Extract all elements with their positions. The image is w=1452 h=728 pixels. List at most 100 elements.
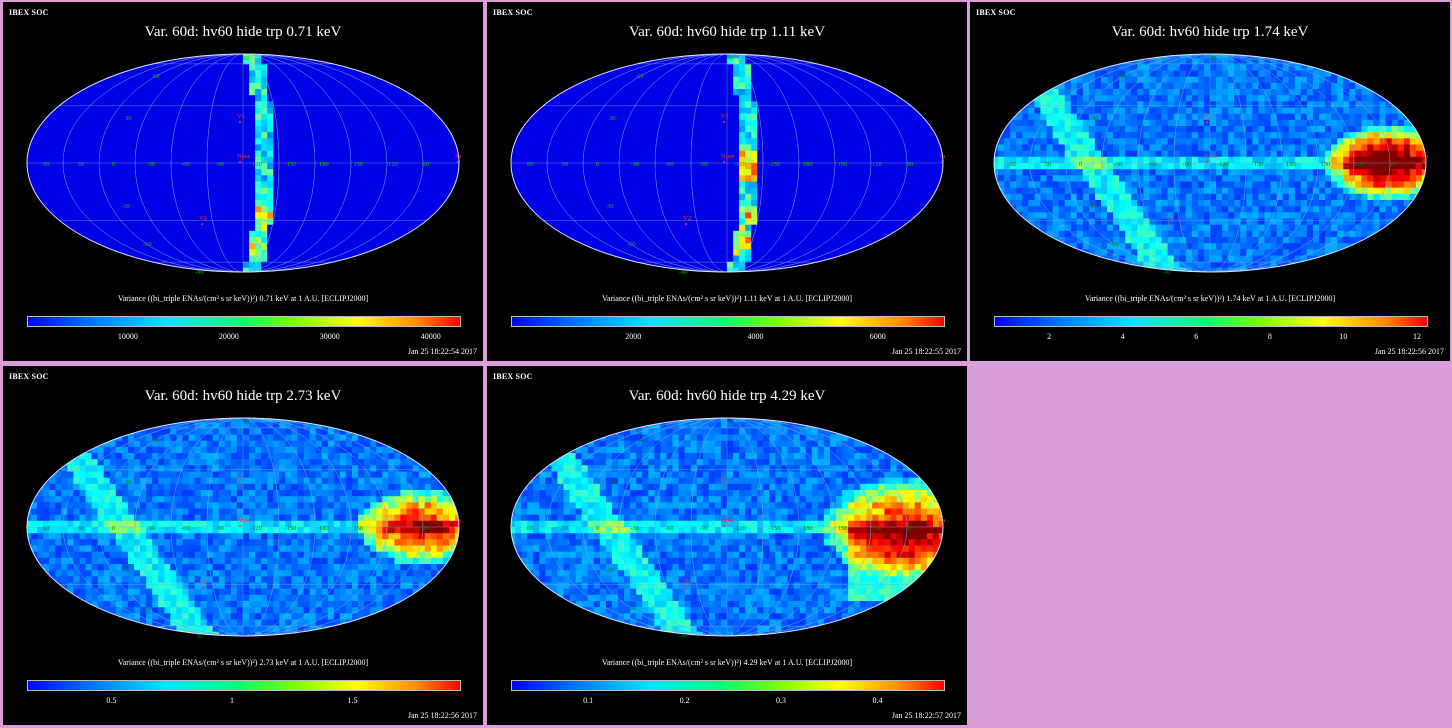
map-pixel bbox=[624, 64, 631, 71]
map-pixel bbox=[860, 218, 867, 226]
map-pixel bbox=[146, 113, 153, 121]
map-pixel bbox=[291, 70, 298, 78]
map-pixel bbox=[829, 187, 837, 195]
map-pixel bbox=[1155, 126, 1162, 133]
map-pixel bbox=[848, 95, 855, 102]
map-pixel bbox=[823, 218, 831, 226]
map-pixel bbox=[109, 224, 117, 232]
map-pixel bbox=[618, 212, 625, 219]
map-pixel bbox=[642, 70, 649, 78]
map-pixel bbox=[1228, 107, 1235, 115]
map-pixel bbox=[73, 169, 80, 176]
map-pixel bbox=[739, 267, 746, 272]
map-pixel bbox=[109, 218, 117, 226]
map-pixel bbox=[309, 89, 317, 96]
map-pixel bbox=[1155, 95, 1162, 102]
map-pixel bbox=[73, 126, 80, 133]
map-pixel bbox=[781, 119, 788, 127]
map-pixel bbox=[751, 101, 758, 108]
map-pixel bbox=[842, 193, 849, 201]
map-pixel bbox=[430, 218, 438, 226]
map-pixel bbox=[1355, 95, 1362, 102]
map-pixel bbox=[533, 200, 540, 207]
map-pixel bbox=[243, 82, 250, 90]
map-pixel bbox=[121, 113, 129, 121]
map-pixel bbox=[200, 163, 208, 170]
map-pixel bbox=[140, 200, 147, 207]
map-pixel bbox=[303, 107, 311, 115]
map-pixel bbox=[345, 163, 353, 170]
map-pixel bbox=[727, 107, 734, 115]
map-pixel bbox=[49, 126, 56, 133]
colorbar-tick-label: 40000 bbox=[420, 332, 441, 341]
map-pixel bbox=[121, 64, 129, 71]
map-pixel bbox=[406, 200, 413, 207]
map-pixel bbox=[636, 101, 643, 108]
map-pixel bbox=[382, 193, 389, 201]
map-pixel bbox=[727, 156, 734, 164]
map-pixel bbox=[121, 175, 129, 182]
map-pixel bbox=[581, 169, 589, 176]
map-pixel bbox=[920, 193, 928, 201]
map-pixel bbox=[630, 249, 637, 256]
map-pixel bbox=[115, 126, 123, 133]
map-pixel bbox=[545, 126, 552, 133]
map-pixel bbox=[575, 107, 583, 115]
map-pixel bbox=[412, 181, 420, 189]
map-pixel bbox=[73, 200, 80, 207]
map-pixel bbox=[1240, 126, 1247, 133]
map-pixel bbox=[152, 193, 159, 201]
map-pixel bbox=[926, 206, 934, 213]
map-pixel bbox=[1088, 82, 1096, 90]
map-pixel bbox=[230, 58, 238, 65]
map-pixel bbox=[611, 218, 619, 226]
map-pixel bbox=[1319, 76, 1326, 84]
map-pixel bbox=[1337, 82, 1344, 90]
map-pixel bbox=[212, 144, 220, 152]
map-pixel bbox=[836, 187, 843, 195]
map-pixel bbox=[890, 156, 897, 164]
map-pixel bbox=[636, 163, 643, 170]
map-pixel bbox=[249, 187, 256, 195]
map-pixel bbox=[352, 70, 359, 78]
map-pixel bbox=[727, 76, 734, 84]
map-pixel bbox=[630, 218, 637, 226]
map-pixel bbox=[176, 126, 183, 133]
map-pixel bbox=[1379, 89, 1387, 96]
map-pixel bbox=[1203, 70, 1211, 78]
map-pixel bbox=[787, 58, 795, 65]
map-pixel bbox=[333, 255, 341, 263]
map-pixel bbox=[611, 243, 619, 250]
map-pixel bbox=[103, 76, 111, 84]
map-pixel bbox=[273, 101, 280, 108]
map-pixel bbox=[539, 150, 546, 158]
map-pixel bbox=[624, 206, 631, 213]
map-pixel bbox=[563, 156, 570, 164]
panel-title: Var. 60d: hv60 hide trp 1.11 keV bbox=[628, 24, 826, 40]
map-pixel bbox=[267, 70, 274, 78]
map-pixel bbox=[418, 119, 426, 127]
map-pixel bbox=[829, 193, 837, 201]
map-pixel bbox=[1240, 54, 1247, 59]
map-pixel bbox=[1161, 64, 1169, 71]
map-pixel bbox=[267, 200, 274, 207]
map-pixel bbox=[1337, 101, 1344, 108]
map-pixel bbox=[842, 163, 849, 170]
map-pixel bbox=[666, 212, 673, 219]
map-pixel bbox=[1088, 107, 1096, 115]
map-pixel bbox=[739, 144, 746, 152]
map-pixel bbox=[424, 200, 432, 207]
map-pixel bbox=[1119, 101, 1126, 108]
map-pixel bbox=[672, 119, 679, 127]
map-pixel bbox=[1064, 101, 1072, 108]
map-pixel bbox=[303, 95, 311, 102]
map-pixel bbox=[321, 95, 329, 102]
map-pixel bbox=[757, 144, 764, 152]
map-pixel bbox=[394, 150, 401, 158]
map-pixel bbox=[811, 132, 819, 139]
map-pixel bbox=[775, 181, 782, 189]
map-pixel bbox=[587, 175, 595, 182]
map-pixel bbox=[1337, 95, 1344, 102]
map-pixel bbox=[708, 70, 716, 78]
map-pixel bbox=[618, 119, 625, 127]
